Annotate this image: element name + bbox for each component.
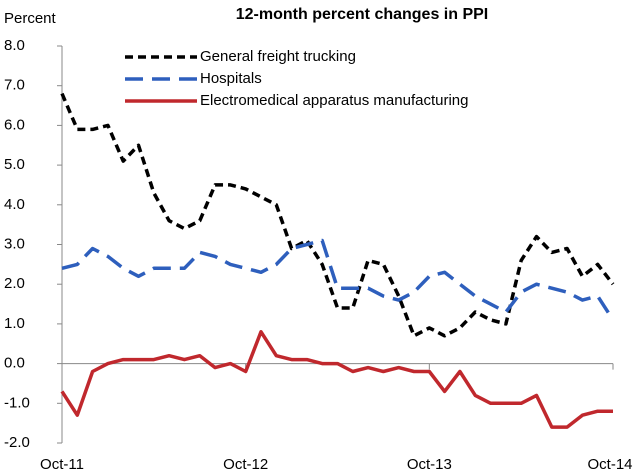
legend-label: Electromedical apparatus manufacturing <box>200 92 468 109</box>
y-tick-label: 8.0 <box>4 37 25 54</box>
y-tick-label: 6.0 <box>4 116 25 133</box>
x-tick-label: Oct-14 <box>587 456 632 473</box>
legend-label: Hospitals <box>200 70 262 87</box>
y-tick-label: -1.0 <box>4 394 30 411</box>
series-line <box>61 238 615 321</box>
x-tick-label: Oct-13 <box>407 456 452 473</box>
y-axis-label: Percent <box>4 10 57 27</box>
y-tick-label: 7.0 <box>4 77 25 94</box>
y-tick-label: 4.0 <box>4 196 25 213</box>
y-tick-label: 2.0 <box>4 275 25 292</box>
y-tick-label: 1.0 <box>4 315 25 332</box>
x-tick-label: Oct-12 <box>223 456 268 473</box>
y-tick-label: -2.0 <box>4 434 30 451</box>
y-tick-label: 0.0 <box>4 355 25 372</box>
y-tick-label: 3.0 <box>4 235 25 252</box>
chart-title: 12-month percent changes in PPI <box>236 6 489 23</box>
series-line <box>60 330 613 429</box>
legend-label: General freight trucking <box>200 48 356 65</box>
x-tick-label: Oct-11 <box>40 456 84 473</box>
y-tick-label: 5.0 <box>4 156 25 173</box>
series-line <box>60 92 615 338</box>
